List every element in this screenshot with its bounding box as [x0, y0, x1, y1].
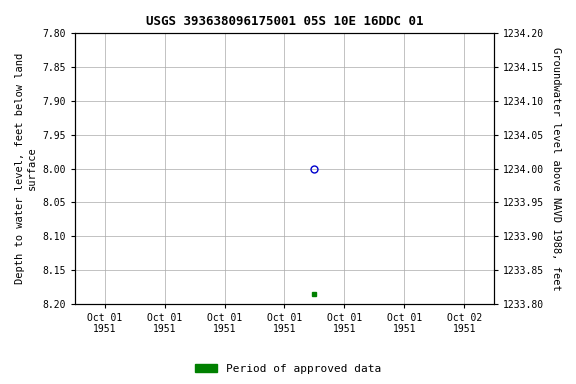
Title: USGS 393638096175001 05S 10E 16DDC 01: USGS 393638096175001 05S 10E 16DDC 01 — [146, 15, 423, 28]
Legend: Period of approved data: Period of approved data — [191, 359, 385, 379]
Y-axis label: Groundwater level above NAVD 1988, feet: Groundwater level above NAVD 1988, feet — [551, 47, 561, 290]
Y-axis label: Depth to water level, feet below land
surface: Depth to water level, feet below land su… — [15, 53, 37, 284]
